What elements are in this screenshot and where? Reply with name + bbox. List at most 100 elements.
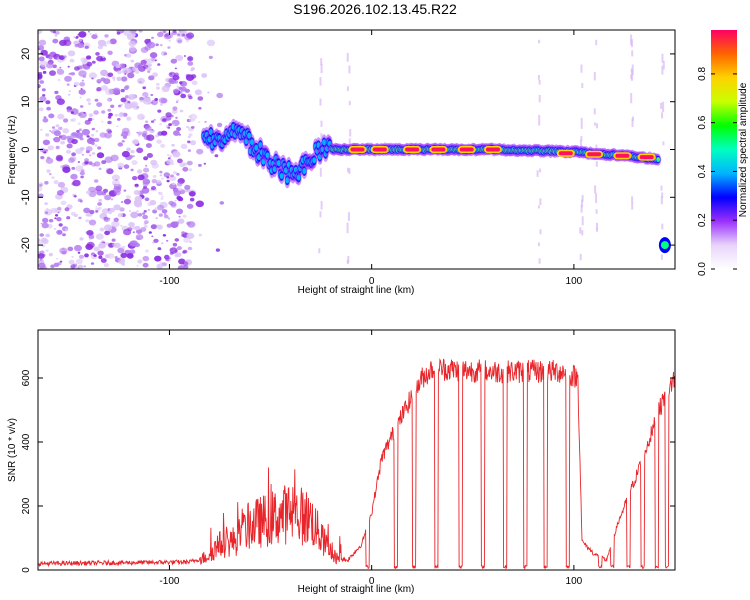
noise-speckle [153, 175, 157, 178]
streak-mark [661, 186, 663, 191]
noise-speckle [71, 139, 78, 144]
streak-mark [580, 254, 582, 260]
hotspot [640, 155, 654, 159]
noise-speckle [180, 94, 186, 99]
noise-speckle [137, 78, 145, 84]
noise-speckle [133, 231, 135, 233]
noise-speckle [177, 34, 180, 36]
streak-mark [321, 121, 323, 127]
noise-speckle [51, 176, 55, 179]
noise-speckle [157, 131, 163, 136]
noise-speckle [166, 159, 173, 165]
noise-speckle [124, 190, 127, 192]
noise-speckle [85, 213, 89, 216]
noise-speckle [71, 167, 75, 170]
spectrogram-ytick-label: -10 [20, 189, 32, 205]
streak-mark [662, 142, 664, 146]
noise-speckle [58, 182, 65, 188]
streak-mark [320, 99, 322, 106]
noise-speckle [74, 195, 77, 197]
noise-speckle [107, 121, 111, 125]
noise-speckle [76, 36, 79, 38]
streak-mark [579, 227, 581, 233]
noise-speckle [133, 155, 135, 157]
noise-speckle [173, 243, 177, 247]
noise-speckle [39, 60, 47, 67]
streak-mark [596, 161, 598, 167]
noise-speckle [67, 247, 73, 252]
snr-xtick-label: -100 [159, 576, 179, 587]
noise-speckle [100, 228, 105, 232]
noise-speckle [69, 260, 75, 265]
noise-speckle [130, 212, 138, 219]
streak-mark [348, 168, 350, 174]
noise-speckle [101, 160, 106, 164]
noise-speckle [129, 210, 132, 212]
noise-speckle [120, 253, 127, 258]
noise-speckle [38, 263, 45, 269]
noise-speckle [176, 101, 178, 103]
noise-speckle [137, 259, 142, 263]
streak-mark [595, 40, 597, 45]
noise-speckle [156, 87, 160, 90]
noise-speckle [99, 168, 102, 170]
noise-speckle [166, 176, 169, 178]
streak-mark [539, 95, 541, 102]
noise-speckle [50, 265, 55, 269]
snr-panel: -100 0 1000200400600 Height of straight li… [7, 330, 675, 595]
noise-speckle [97, 202, 102, 206]
streak-mark [539, 258, 541, 264]
noise-speckle [96, 233, 104, 239]
noise-speckle [107, 73, 113, 78]
noise-speckle [172, 183, 175, 186]
noise-speckle [98, 45, 103, 49]
noise-speckle [199, 234, 203, 237]
noise-speckle [186, 126, 189, 128]
streak-mark [594, 72, 596, 81]
noise-speckle [139, 97, 144, 101]
noise-speckle [91, 142, 95, 145]
noise-speckle [98, 243, 106, 249]
streak-mark [596, 223, 598, 230]
noise-speckle [204, 121, 206, 123]
noise-speckle [172, 31, 178, 35]
noise-speckle [177, 246, 182, 250]
noise-speckle [151, 186, 156, 190]
noise-speckle [95, 186, 102, 192]
noise-speckle [120, 225, 122, 227]
noise-speckle [63, 118, 68, 122]
noise-speckle [126, 117, 131, 121]
noise-speckle [141, 117, 144, 119]
streak-mark [320, 58, 322, 65]
noise-speckle [189, 168, 193, 171]
noise-speckle [65, 228, 68, 231]
noise-speckle [95, 99, 99, 102]
ridge-core [312, 157, 316, 163]
noise-speckle [95, 33, 98, 35]
noise-speckle [43, 140, 50, 146]
noise-speckle [112, 180, 120, 186]
noise-speckle [54, 34, 57, 36]
noise-speckle [40, 258, 43, 260]
noise-speckle [163, 31, 166, 33]
noise-speckle [142, 92, 148, 97]
noise-speckle [46, 249, 49, 251]
noise-speckle [95, 210, 98, 213]
noise-speckle [140, 227, 146, 232]
noise-speckle [170, 202, 176, 207]
noise-speckle [42, 88, 46, 91]
noise-speckle [71, 152, 76, 156]
noise-speckle [69, 90, 71, 92]
noise-speckle [172, 151, 180, 157]
streak-mark [661, 196, 663, 204]
noise-speckle [136, 148, 143, 154]
streak-mark [540, 229, 542, 234]
isolated-blob-core [661, 241, 669, 249]
noise-speckle [80, 137, 84, 140]
noise-speckle [141, 47, 149, 53]
noise-speckle [151, 129, 153, 131]
noise-speckle [179, 216, 181, 218]
colorbar-tick-label: 0.6 [697, 115, 708, 129]
noise-speckle [98, 207, 101, 210]
noise-speckle [92, 152, 95, 155]
